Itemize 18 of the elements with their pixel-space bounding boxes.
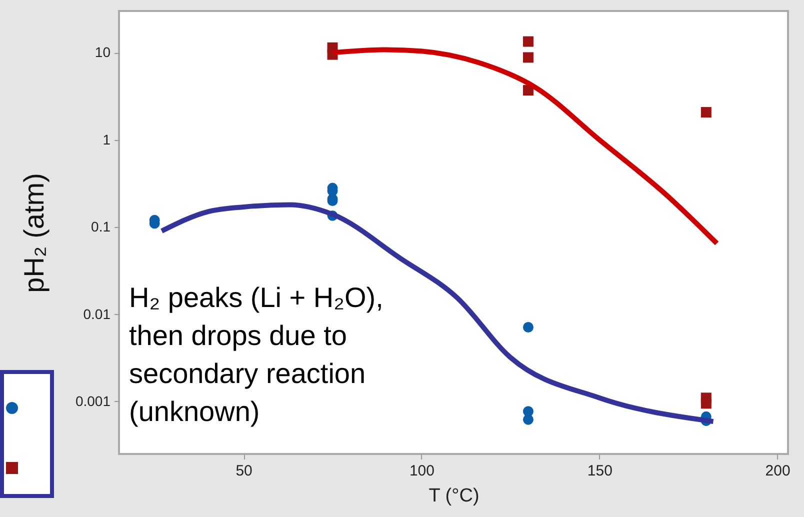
x-tick-label: 200 bbox=[765, 462, 790, 480]
point bbox=[700, 398, 712, 409]
y-tick-label: 1 bbox=[102, 131, 111, 148]
point bbox=[700, 107, 712, 118]
y-axis-title: pH₂ (atm) bbox=[18, 173, 50, 293]
x-tick-label: 50 bbox=[236, 462, 252, 480]
y-tick-label: 0.1 bbox=[91, 218, 111, 235]
x-tick-label: 100 bbox=[409, 462, 434, 480]
x-tick-label: 150 bbox=[587, 462, 612, 480]
y-tick-label: 0.01 bbox=[83, 306, 111, 322]
point bbox=[522, 322, 534, 332]
x-axis-title: T (°C) bbox=[428, 486, 480, 506]
y-tick-label: 0.001 bbox=[75, 392, 111, 409]
point bbox=[522, 36, 534, 47]
annotation: H₂ peaks (Li + H₂O), then drops due to secondary reaction (unknown) bbox=[129, 282, 384, 427]
point bbox=[522, 52, 534, 63]
y-tick-label: 10 bbox=[94, 44, 111, 60]
point bbox=[522, 414, 534, 425]
